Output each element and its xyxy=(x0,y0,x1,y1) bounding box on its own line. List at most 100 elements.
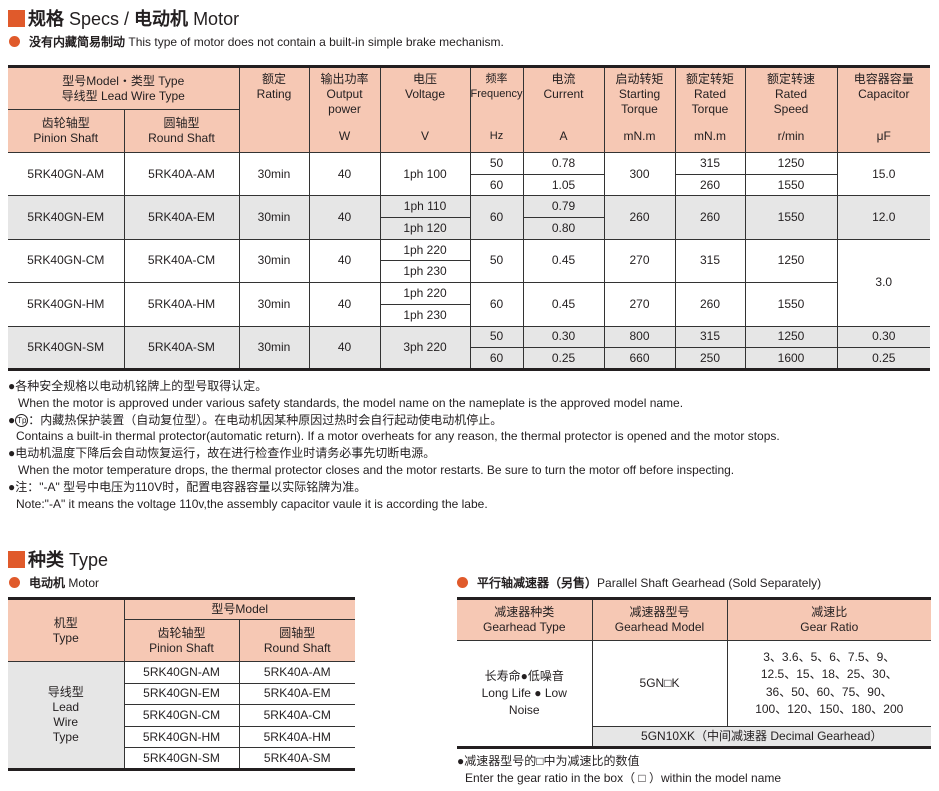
header-gearhead-type: 减速器种类 Gearhead Type xyxy=(457,598,593,641)
header-gearhead-model: 减速器型号 Gearhead Model xyxy=(591,598,728,641)
decimal-gearhead: 5GN10XK（中间减速器 Decimal Gearhead） xyxy=(592,726,931,748)
rated-torque-cell: 315 xyxy=(674,325,746,349)
table-row: 长寿命●低噪音 Long Life ● Low Noise 5GN□K 3、3.6、… xyxy=(457,640,931,748)
frequency-cell: 60 xyxy=(470,173,524,197)
rated-torque-cell: 315 xyxy=(674,238,746,284)
table-row: 5RK40GN-SM 5RK40A-SM 30min 40 3ph 220 50 0.30 8… xyxy=(8,325,931,370)
current-cell: 0.25 xyxy=(522,347,605,370)
capacitor-cell: 15.0 xyxy=(836,151,931,197)
note-cn: ● Tp ：内藏热保护装置（自动复位型）。在电动机因某种原因过热时会自行起动使电动机… xyxy=(8,412,503,427)
power-cell: 40 xyxy=(308,325,381,370)
pinion-cell: 5RK40GN-SM xyxy=(8,325,125,370)
starting-torque-cell: 800 xyxy=(603,325,676,349)
frequency-cell: 60 xyxy=(470,347,524,370)
note-cn: ●减速器型号的□中为减速比的数值 xyxy=(457,754,640,768)
voltage-cell: 1ph 230 xyxy=(380,303,471,327)
voltage-cell: 1ph 220 xyxy=(379,238,471,262)
rated-speed-cell: 1550 xyxy=(744,195,838,240)
specs-brake-note: 没有内藏简易制动 This type of motor does not con… xyxy=(9,33,504,50)
starting-torque-cell: 300 xyxy=(603,151,676,197)
pinion-cell: 5RK40GN-HM xyxy=(8,282,125,327)
round-model: 5RK40A-HM xyxy=(238,725,355,749)
header-rated-torque: 额定转矩 Rated Torque mN.m xyxy=(674,66,746,153)
section-marker-icon xyxy=(8,10,25,27)
header-model-type: 型号Model・类型 Type 导线型 Lead Wire Type xyxy=(8,66,240,110)
note-en: Enter the gear ratio in the box（ □ ）with… xyxy=(465,770,782,785)
rated-speed-cell: 1250 xyxy=(744,238,838,284)
voltage-cell: 1ph 120 xyxy=(380,217,471,240)
gearhead-note: ●减速器型号的□中为减速比的数值 Enter the gear ratio in… xyxy=(457,753,781,787)
power-cell: 40 xyxy=(308,282,381,327)
round-cell: 5RK40A-CM xyxy=(123,238,240,284)
rating-cell: 30min xyxy=(238,238,310,284)
motor-type-table: 机型 Type 型号Model 齿轮轴型 Pinion Shaft 圆轴型 Round… xyxy=(8,597,355,771)
header-pinion-shaft: 齿轮轴型 Pinion Shaft xyxy=(8,109,125,153)
bullet-icon xyxy=(457,577,468,588)
power-cell: 40 xyxy=(308,195,381,240)
note-cn: ●电动机温度下降后会自动恢复运行，故在进行检查作业时请务必事先切断电源。 xyxy=(8,446,436,461)
section-marker-icon xyxy=(8,551,25,568)
specs-title: 规格 Specs / 电动机 Motor xyxy=(8,5,239,31)
capacitor-cell: 0.25 xyxy=(836,347,931,370)
header-capacitor: 电容器容量 Capacitor μF xyxy=(836,66,931,153)
bullet-icon xyxy=(9,36,20,47)
gearhead-model: 5GN□K xyxy=(591,640,728,727)
pinion-model: 5RK40GN-CM xyxy=(124,704,240,727)
round-model: 5RK40A-SM xyxy=(238,747,355,770)
current-cell: 0.80 xyxy=(522,217,605,240)
pinion-model: 5RK40GN-EM xyxy=(124,682,240,706)
types-title: 种类 Type xyxy=(8,546,108,572)
round-cell: 5RK40A-HM xyxy=(123,282,240,327)
round-cell: 5RK40A-EM xyxy=(123,195,240,240)
note-en: Note:"-A" it means the voltage 110v,the … xyxy=(16,496,488,511)
current-cell: 1.05 xyxy=(522,173,605,197)
pinion-model: 5RK40GN-SM xyxy=(124,747,240,770)
rated-speed-cell: 1600 xyxy=(744,347,838,370)
power-cell: 40 xyxy=(308,151,381,197)
header-frequency: 频率 Frequency Hz xyxy=(469,66,524,153)
voltage-cell: 1ph 100 xyxy=(379,151,471,197)
current-cell: 0.78 xyxy=(522,152,605,175)
starting-torque-cell: 260 xyxy=(603,195,676,240)
note-en: Contains a built-in thermal protector(au… xyxy=(16,429,780,444)
note-en: When the motor is approved under various… xyxy=(18,395,684,410)
capacitor-cell: 0.30 xyxy=(836,325,931,349)
power-cell: 40 xyxy=(308,238,381,284)
current-cell: 0.79 xyxy=(522,195,605,219)
specs-table: 型号Model・类型 Type 导线型 Lead Wire Type 额定 Rati… xyxy=(8,65,931,371)
starting-torque-cell: 660 xyxy=(603,347,676,370)
motor-subtitle: 电动机 Motor xyxy=(9,574,99,591)
pinion-model: 5RK40GN-HM xyxy=(124,725,240,749)
rated-torque-cell: 260 xyxy=(674,195,746,240)
current-cell: 0.45 xyxy=(522,238,605,284)
thermal-protector-icon: Tp xyxy=(15,413,29,427)
round-model: 5RK40A-AM xyxy=(238,661,355,684)
table-row: 导线型 Lead Wire Type 5RK40GN-AM 5RK40A-AM xyxy=(8,661,355,770)
header-round-shaft: 圆轴型 Round Shaft xyxy=(238,619,355,662)
table-row: 5RK40GN-AM 5RK40A-AM 30min 40 1ph 100 50 0.78 3… xyxy=(8,151,931,197)
current-cell: 0.45 xyxy=(522,282,605,327)
voltage-cell: 3ph 220 xyxy=(379,325,471,370)
type-lead-wire: 导线型 Lead Wire Type xyxy=(8,661,125,770)
header-pinion-shaft: 齿轮轴型 Pinion Shaft xyxy=(124,619,240,662)
current-cell: 0.30 xyxy=(522,325,605,349)
round-model: 5RK40A-EM xyxy=(238,682,355,706)
gear-ratios: 3、3.6、5、6、7.5、9、 12.5、15、18、25、30、 36、50、6… xyxy=(726,640,931,727)
rating-cell: 30min xyxy=(238,151,310,197)
frequency-cell: 50 xyxy=(469,325,524,349)
pinion-model: 5RK40GN-AM xyxy=(123,661,240,684)
rated-speed-cell: 1250 xyxy=(744,325,838,349)
header-model: 型号Model xyxy=(123,598,355,620)
starting-torque-cell: 270 xyxy=(603,238,676,284)
header-voltage: 电压 Voltage V xyxy=(379,66,471,153)
rated-torque-cell: 315 xyxy=(674,152,746,175)
rated-torque-cell: 250 xyxy=(674,347,746,370)
voltage-cell: 1ph 220 xyxy=(379,282,471,305)
rating-cell: 30min xyxy=(238,195,310,240)
bullet-icon xyxy=(9,577,20,588)
header-round-shaft: 圆轴型 Round Shaft xyxy=(123,109,240,153)
frequency-cell: 50 xyxy=(469,152,524,175)
header-gear-ratio: 减速比 Gear Ratio xyxy=(726,598,931,641)
specs-notes: ●各种安全规格以电动机铭牌上的型号取得认定。 When the motor is… xyxy=(8,378,780,512)
voltage-cell: 1ph 230 xyxy=(380,260,471,284)
